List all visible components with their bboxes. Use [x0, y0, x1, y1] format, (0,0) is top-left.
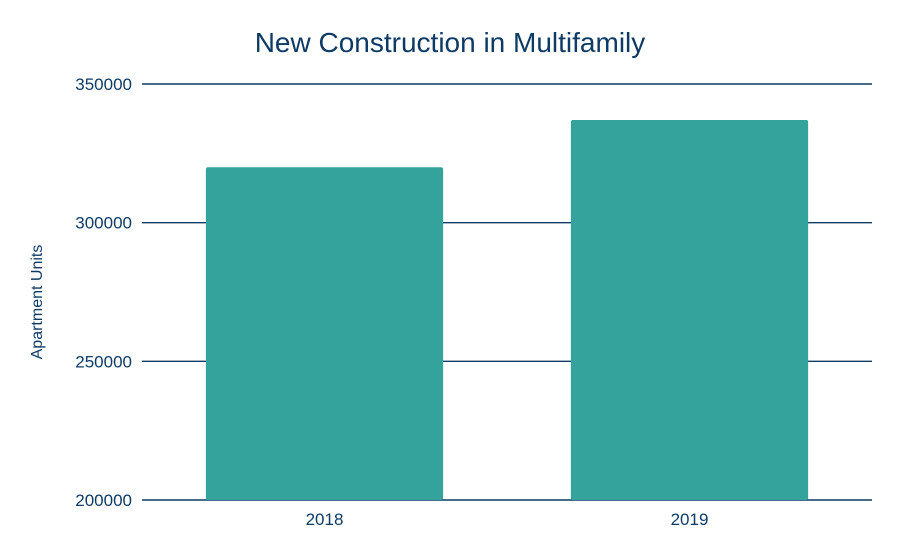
- bar-2019: [570, 120, 809, 500]
- y-tick-label: 250000: [75, 352, 132, 371]
- x-tick-label: 2018: [306, 510, 344, 529]
- x-tick-labels: 2018 2019: [306, 510, 709, 529]
- chart-title: New Construction in Multifamily: [255, 27, 646, 58]
- y-tick-label: 350000: [75, 75, 132, 94]
- y-axis-label: Apartment Units: [29, 245, 46, 360]
- y-tick-labels: 200000 250000 300000 350000: [75, 75, 132, 510]
- x-tick-label: 2019: [671, 510, 709, 529]
- bars: [205, 120, 809, 500]
- bar-2018: [205, 167, 444, 500]
- y-tick-label: 200000: [75, 491, 132, 510]
- y-tick-label: 300000: [75, 214, 132, 233]
